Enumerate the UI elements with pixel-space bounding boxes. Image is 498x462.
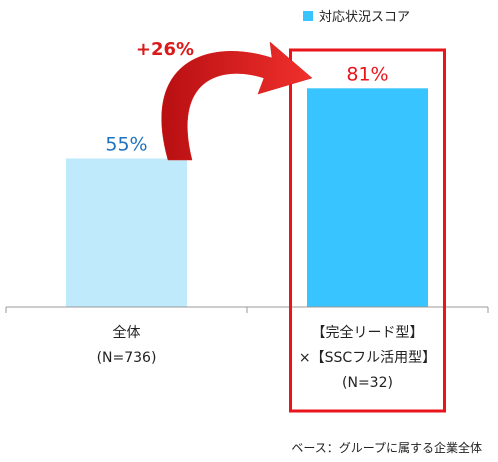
increase-annotation: +26%: [136, 39, 194, 60]
data-label-2: 81%: [346, 63, 388, 85]
x-tick-label-line: (N=736): [97, 350, 157, 366]
x-tick-label-line: 全体: [113, 324, 141, 341]
x-axis: [5, 306, 489, 313]
x-tick-label-line: 【完全リード型】: [312, 324, 424, 341]
x-tick-label-line: ×【SSCフル活用型】: [299, 350, 436, 366]
highlight-frame-layer: [289, 48, 446, 413]
x-tick-label-line: (N=32): [342, 375, 393, 391]
data-label-1: 55%: [105, 134, 147, 156]
bar-1: [66, 158, 187, 307]
increase-arrow-layer: +26%: [136, 39, 313, 161]
legend-label: 対応状況スコア: [319, 10, 410, 25]
legend: 対応状況スコア: [303, 10, 410, 25]
bar-2: [307, 88, 428, 307]
highlight-frame: [289, 48, 446, 413]
labels-layer: 55% 81% 全体 (N=736) 【完全リード型】 ×【SSCフル活用型】 (N=32): [97, 63, 437, 391]
footnote: ベース：グループに属する企業全体: [291, 440, 482, 455]
legend-swatch: [303, 11, 313, 21]
x-tick-label-2: 【完全リード型】 ×【SSCフル活用型】 (N=32): [299, 324, 436, 391]
x-tick-label-1: 全体 (N=736): [97, 324, 157, 366]
bars-layer: [66, 88, 428, 307]
